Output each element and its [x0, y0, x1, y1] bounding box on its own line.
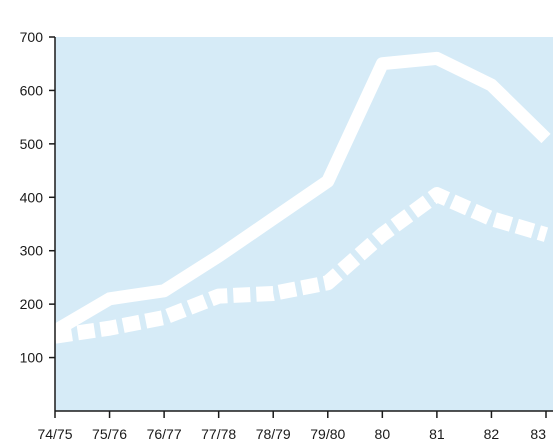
x-tick-label: 76/77: [147, 426, 182, 442]
y-tick-label: 500: [20, 136, 44, 152]
y-axis-ticks: 100 200 300 400 500 600 700: [20, 29, 55, 366]
x-axis-ticks: 74/75 75/76 76/77 77/78 78/79 79/80 80 81 82 83: [37, 411, 547, 442]
x-tick-label: 78/79: [256, 426, 291, 442]
y-tick-label: 100: [20, 350, 44, 366]
x-tick-label: 74/75: [37, 426, 72, 442]
series-line-1: [51, 51, 551, 337]
y-tick-label: 600: [20, 82, 44, 98]
y-tick-label: 400: [20, 189, 44, 205]
x-tick-label: 77/78: [201, 426, 236, 442]
y-tick-label: 300: [20, 243, 44, 259]
plot-area: [55, 37, 553, 411]
x-tick-label: 75/76: [92, 426, 127, 442]
x-tick-label: 79/80: [310, 426, 345, 442]
x-tick-label: 81: [429, 426, 445, 442]
x-tick-label: 83: [530, 426, 546, 442]
series-line-2: [53, 187, 549, 344]
x-tick-label: 82: [484, 426, 500, 442]
y-tick-label: 200: [20, 296, 44, 312]
y-tick-label: 700: [20, 29, 44, 45]
series-lines: [51, 51, 551, 344]
x-tick-label: 80: [375, 426, 391, 442]
